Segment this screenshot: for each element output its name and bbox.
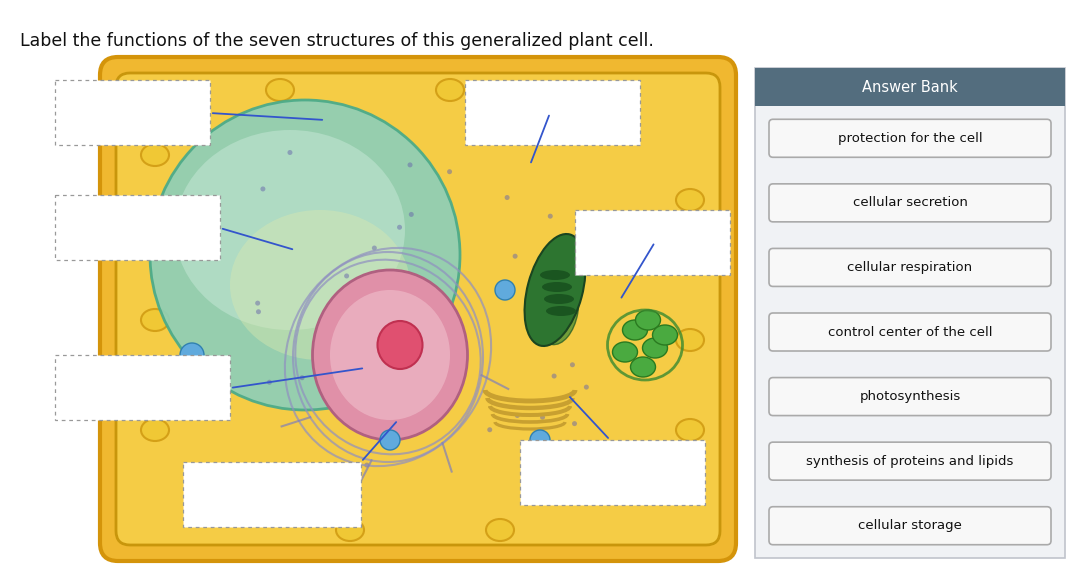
Ellipse shape	[266, 79, 294, 101]
Ellipse shape	[141, 144, 169, 166]
Ellipse shape	[408, 162, 413, 168]
Ellipse shape	[530, 430, 550, 450]
Ellipse shape	[448, 169, 452, 174]
FancyBboxPatch shape	[116, 73, 720, 545]
Ellipse shape	[181, 343, 204, 367]
Ellipse shape	[676, 419, 704, 441]
Ellipse shape	[364, 463, 370, 467]
FancyBboxPatch shape	[769, 378, 1051, 416]
Ellipse shape	[533, 477, 537, 481]
FancyBboxPatch shape	[769, 507, 1051, 545]
Ellipse shape	[312, 270, 467, 440]
Bar	[575, 210, 730, 275]
Ellipse shape	[613, 342, 638, 362]
Ellipse shape	[486, 519, 513, 541]
Ellipse shape	[512, 254, 518, 259]
Bar	[183, 462, 361, 527]
Ellipse shape	[261, 186, 266, 191]
FancyBboxPatch shape	[769, 249, 1051, 286]
Ellipse shape	[372, 246, 377, 250]
Ellipse shape	[524, 234, 586, 346]
Ellipse shape	[546, 306, 576, 316]
Ellipse shape	[395, 431, 399, 435]
Ellipse shape	[642, 338, 667, 358]
Ellipse shape	[397, 225, 402, 230]
Ellipse shape	[676, 189, 704, 211]
Ellipse shape	[230, 210, 410, 360]
Ellipse shape	[495, 280, 515, 300]
Text: cellular secretion: cellular secretion	[853, 196, 967, 210]
Ellipse shape	[546, 297, 551, 301]
Text: Answer Bank: Answer Bank	[863, 80, 958, 94]
Ellipse shape	[267, 379, 272, 385]
Ellipse shape	[676, 329, 704, 351]
Ellipse shape	[540, 270, 570, 280]
Ellipse shape	[572, 421, 577, 426]
Ellipse shape	[636, 310, 660, 330]
Ellipse shape	[635, 451, 639, 456]
Ellipse shape	[404, 341, 409, 346]
Ellipse shape	[150, 100, 461, 410]
Bar	[55, 195, 221, 260]
Ellipse shape	[256, 309, 261, 314]
Ellipse shape	[544, 294, 574, 304]
FancyBboxPatch shape	[755, 68, 1065, 106]
Ellipse shape	[255, 301, 261, 306]
Ellipse shape	[570, 362, 575, 367]
Text: photosynthesis: photosynthesis	[859, 390, 961, 403]
FancyBboxPatch shape	[769, 313, 1051, 351]
Ellipse shape	[288, 150, 293, 155]
Text: cellular storage: cellular storage	[858, 519, 962, 532]
Bar	[55, 355, 230, 420]
Ellipse shape	[537, 275, 578, 345]
Ellipse shape	[540, 415, 545, 420]
Ellipse shape	[336, 519, 364, 541]
Ellipse shape	[141, 419, 169, 441]
Text: control center of the cell: control center of the cell	[828, 325, 992, 339]
Ellipse shape	[344, 274, 349, 278]
Text: cellular respiration: cellular respiration	[848, 261, 973, 274]
FancyBboxPatch shape	[769, 184, 1051, 222]
Ellipse shape	[548, 214, 552, 219]
Bar	[520, 440, 705, 505]
Ellipse shape	[299, 375, 305, 380]
Ellipse shape	[330, 290, 450, 420]
FancyBboxPatch shape	[755, 68, 1065, 558]
Ellipse shape	[436, 79, 464, 101]
Ellipse shape	[505, 195, 509, 200]
Text: Label the functions of the seven structures of this generalized plant cell.: Label the functions of the seven structu…	[21, 32, 654, 50]
Bar	[465, 80, 640, 145]
Ellipse shape	[409, 212, 414, 217]
FancyBboxPatch shape	[769, 119, 1051, 157]
Ellipse shape	[381, 430, 400, 450]
Text: synthesis of proteins and lipids: synthesis of proteins and lipids	[806, 455, 1014, 468]
Ellipse shape	[630, 357, 655, 377]
Ellipse shape	[377, 321, 423, 369]
Ellipse shape	[584, 385, 589, 389]
Ellipse shape	[175, 130, 405, 330]
Ellipse shape	[538, 268, 544, 273]
Ellipse shape	[653, 325, 678, 345]
Bar	[55, 80, 210, 145]
Ellipse shape	[515, 413, 520, 418]
Ellipse shape	[240, 479, 245, 484]
FancyBboxPatch shape	[101, 57, 736, 561]
Text: protection for the cell: protection for the cell	[838, 132, 983, 145]
FancyBboxPatch shape	[769, 442, 1051, 480]
Ellipse shape	[542, 282, 572, 292]
Ellipse shape	[141, 309, 169, 331]
Ellipse shape	[488, 427, 492, 432]
Ellipse shape	[623, 320, 648, 340]
Ellipse shape	[551, 374, 557, 378]
